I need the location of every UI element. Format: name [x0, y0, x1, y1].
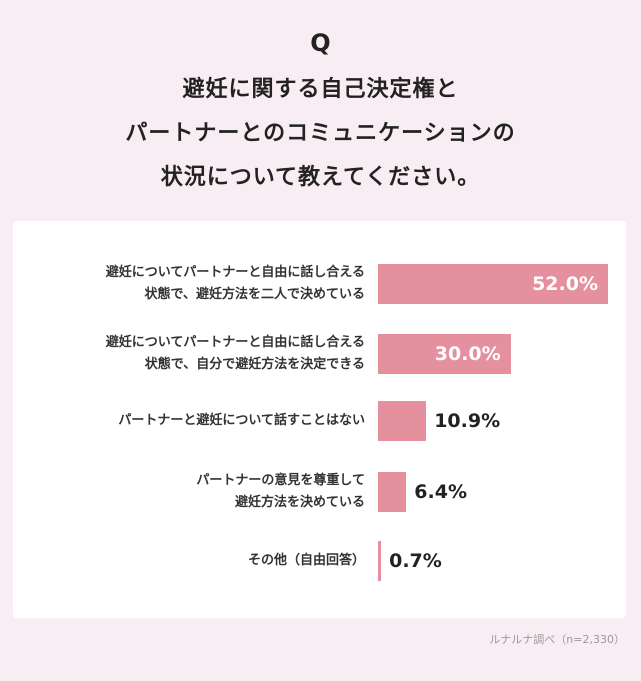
value-label: 0.7% — [389, 550, 442, 572]
category-label: パートナーと避妊について話すことはない — [13, 410, 365, 432]
category-label-line: 状態で、自分で避妊方法を決定できる — [144, 357, 365, 372]
value-label: 6.4% — [414, 481, 467, 503]
category-label-line: パートナーの意見を尊重して — [196, 473, 365, 488]
bar — [378, 472, 407, 512]
category-label: 避妊についてパートナーと自由に話し合える状態で、避妊方法を二人で決めている — [13, 262, 365, 306]
category-label-line: パートナーと避妊について話すことはない — [118, 413, 365, 428]
category-label: 避妊についてパートナーと自由に話し合える状態で、自分で避妊方法を決定できる — [13, 332, 365, 376]
bar — [378, 264, 608, 304]
question-line: パートナーとのコミュニケーションの — [125, 121, 516, 146]
bar — [378, 334, 511, 374]
category-label-line: 避妊についてパートナーと自由に話し合える — [105, 265, 365, 280]
bar — [378, 541, 382, 581]
chart-card: 避妊についてパートナーと自由に話し合える 状態で、避妊方法を二人で決めている 52.… — [13, 221, 626, 618]
category-label: パートナーの意見を尊重して避妊方法を決めている — [13, 470, 365, 514]
question-mark: Q — [310, 29, 331, 57]
question-line: 状況について教えてください。 — [160, 165, 481, 190]
question-title: 避妊に関する自己決定権と パートナーとのコミュニケーションの 状況について教えて… — [0, 68, 641, 200]
value-label: 52.0% — [532, 273, 598, 295]
source-note: ルナルナ調べ（n=2,330） — [489, 633, 625, 646]
value-label: 30.0% — [434, 343, 501, 365]
value-label: 10.9% — [434, 410, 501, 432]
category-label-line: 避妊方法を決めている — [234, 495, 365, 510]
bar — [378, 401, 427, 441]
category-label: その他（自由回答） — [13, 550, 365, 572]
question-line: 避妊に関する自己決定権と — [182, 77, 459, 102]
category-label-line: 状態で、避妊方法を二人で決めている — [144, 287, 365, 302]
category-label-line: その他（自由回答） — [247, 553, 365, 568]
category-label-line: 避妊についてパートナーと自由に話し合える — [105, 335, 365, 350]
